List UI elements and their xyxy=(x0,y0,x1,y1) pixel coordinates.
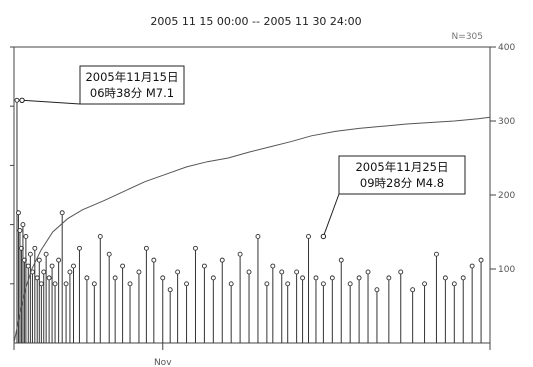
magnitude-point xyxy=(219,257,225,263)
right-tick-label: 200 xyxy=(498,191,515,201)
magnitude-point xyxy=(52,281,58,287)
magnitude-point xyxy=(143,245,149,251)
annotation-point xyxy=(19,97,25,103)
magnitude-point xyxy=(76,245,82,251)
magnitude-point xyxy=(451,281,457,287)
x-tick-label: Nov xyxy=(154,358,172,367)
magnitude-point xyxy=(25,263,31,269)
magnitude-point xyxy=(136,269,142,275)
magnitude-point xyxy=(38,281,44,287)
magnitude-point xyxy=(20,222,26,228)
annotation-time-magnitude: 09時28分 M4.8 xyxy=(360,176,444,190)
magnitude-point xyxy=(228,281,234,287)
magnitude-point xyxy=(313,275,319,281)
magnitude-point xyxy=(120,263,126,269)
magnitude-point xyxy=(97,233,103,239)
magnitude-point xyxy=(279,269,285,275)
magnitude-point xyxy=(71,263,76,269)
magnitude-point xyxy=(410,287,416,293)
magnitude-point xyxy=(41,269,47,275)
magnitude-point xyxy=(43,251,49,257)
x-axis: Nov xyxy=(13,343,491,367)
magnitude-point xyxy=(478,257,484,263)
magnitude-point xyxy=(127,281,133,287)
magnitude-point xyxy=(49,263,55,269)
annotation-box xyxy=(79,65,185,105)
right-tick-label: 400 xyxy=(498,43,515,53)
magnitude-point xyxy=(14,97,20,103)
magnitude-point xyxy=(347,281,353,287)
magnitude-point xyxy=(460,275,466,281)
annotation-leader xyxy=(322,193,340,237)
magnitude-point xyxy=(285,281,291,287)
magnitude-point xyxy=(398,269,404,275)
right-tick-label: 100 xyxy=(498,265,515,275)
magnitude-point xyxy=(320,281,326,287)
magnitude-point xyxy=(160,275,166,281)
magnitude-point xyxy=(270,263,276,269)
magnitude-point xyxy=(23,233,29,239)
magnitude-point xyxy=(300,275,306,281)
magnitude-point xyxy=(193,245,198,251)
magnitude-point xyxy=(246,269,252,275)
cumulative-count-line xyxy=(13,116,491,344)
magnitude-point xyxy=(16,210,21,216)
magnitude-point xyxy=(32,245,38,251)
magnitude-stems xyxy=(14,97,484,343)
magnitude-point xyxy=(27,251,33,257)
magnitude-point xyxy=(36,257,42,263)
magnitude-point xyxy=(356,275,362,281)
magnitude-point xyxy=(184,281,190,287)
magnitude-point xyxy=(175,269,181,275)
magnitude-point xyxy=(151,257,157,263)
magnitude-point xyxy=(264,281,270,287)
right-axis: 100 200 300 400 xyxy=(490,43,515,275)
magnitude-point xyxy=(210,275,216,281)
magnitude-point xyxy=(374,287,380,293)
magnitude-point xyxy=(306,233,311,239)
magnitude-point xyxy=(469,263,475,269)
magnitude-point xyxy=(112,275,118,281)
annotation-leader xyxy=(22,99,81,105)
magnitude-point xyxy=(338,257,344,263)
magnitude-point xyxy=(237,251,243,257)
magnitude-point xyxy=(386,275,392,281)
magnitude-point xyxy=(84,275,90,281)
magnitude-point xyxy=(255,233,261,239)
magnitude-point xyxy=(91,281,97,287)
magnitude-point xyxy=(167,287,173,293)
magnitude-point xyxy=(59,210,65,216)
magnitude-point xyxy=(422,281,427,287)
annotation-time-magnitude: 06時38分 M7.1 xyxy=(90,86,174,100)
magnitude-point xyxy=(329,275,335,281)
magnitude-point xyxy=(442,275,448,281)
magnitude-point xyxy=(294,269,300,275)
left-axis xyxy=(10,46,14,285)
magnitude-point xyxy=(106,251,112,257)
count-label: N=305 xyxy=(452,32,483,42)
annotations: 2005年11月15日 06時38分 M7.1 2005年11月25日 09時28分 … xyxy=(19,65,466,240)
annotation-date: 2005年11月25日 xyxy=(355,160,448,174)
magnitude-point xyxy=(34,275,40,281)
magnitude-point xyxy=(201,263,207,269)
magnitude-point xyxy=(434,251,439,257)
annotation-box xyxy=(338,155,466,195)
right-tick-label: 300 xyxy=(498,117,515,127)
annotation-point xyxy=(320,233,327,240)
magnitude-point xyxy=(56,257,62,263)
magnitude-point xyxy=(46,275,52,281)
magnitude-point xyxy=(63,281,69,287)
magnitude-point xyxy=(17,228,23,233)
annotation-date: 2005年11月15日 xyxy=(85,70,178,84)
chart-subtitle: 2005 11 15 00:00 -- 2005 11 30 24:00 xyxy=(150,15,361,28)
magnitude-point xyxy=(67,269,73,275)
magnitude-point xyxy=(365,269,371,275)
